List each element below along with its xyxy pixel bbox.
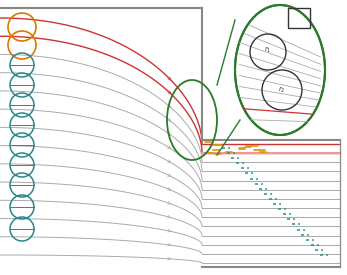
Text: $r_1$: $r_1$ [264,45,272,55]
Bar [288,8,310,28]
Text: $r_2$: $r_2$ [278,85,286,95]
Ellipse shape [235,5,325,135]
